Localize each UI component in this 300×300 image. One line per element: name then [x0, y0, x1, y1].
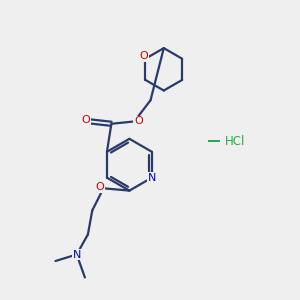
Text: O: O [95, 182, 104, 192]
Text: O: O [139, 51, 148, 61]
Text: O: O [134, 116, 143, 126]
Text: N: N [73, 250, 81, 260]
Text: HCl: HCl [225, 135, 245, 148]
Text: O: O [81, 115, 90, 125]
Text: N: N [148, 173, 157, 183]
